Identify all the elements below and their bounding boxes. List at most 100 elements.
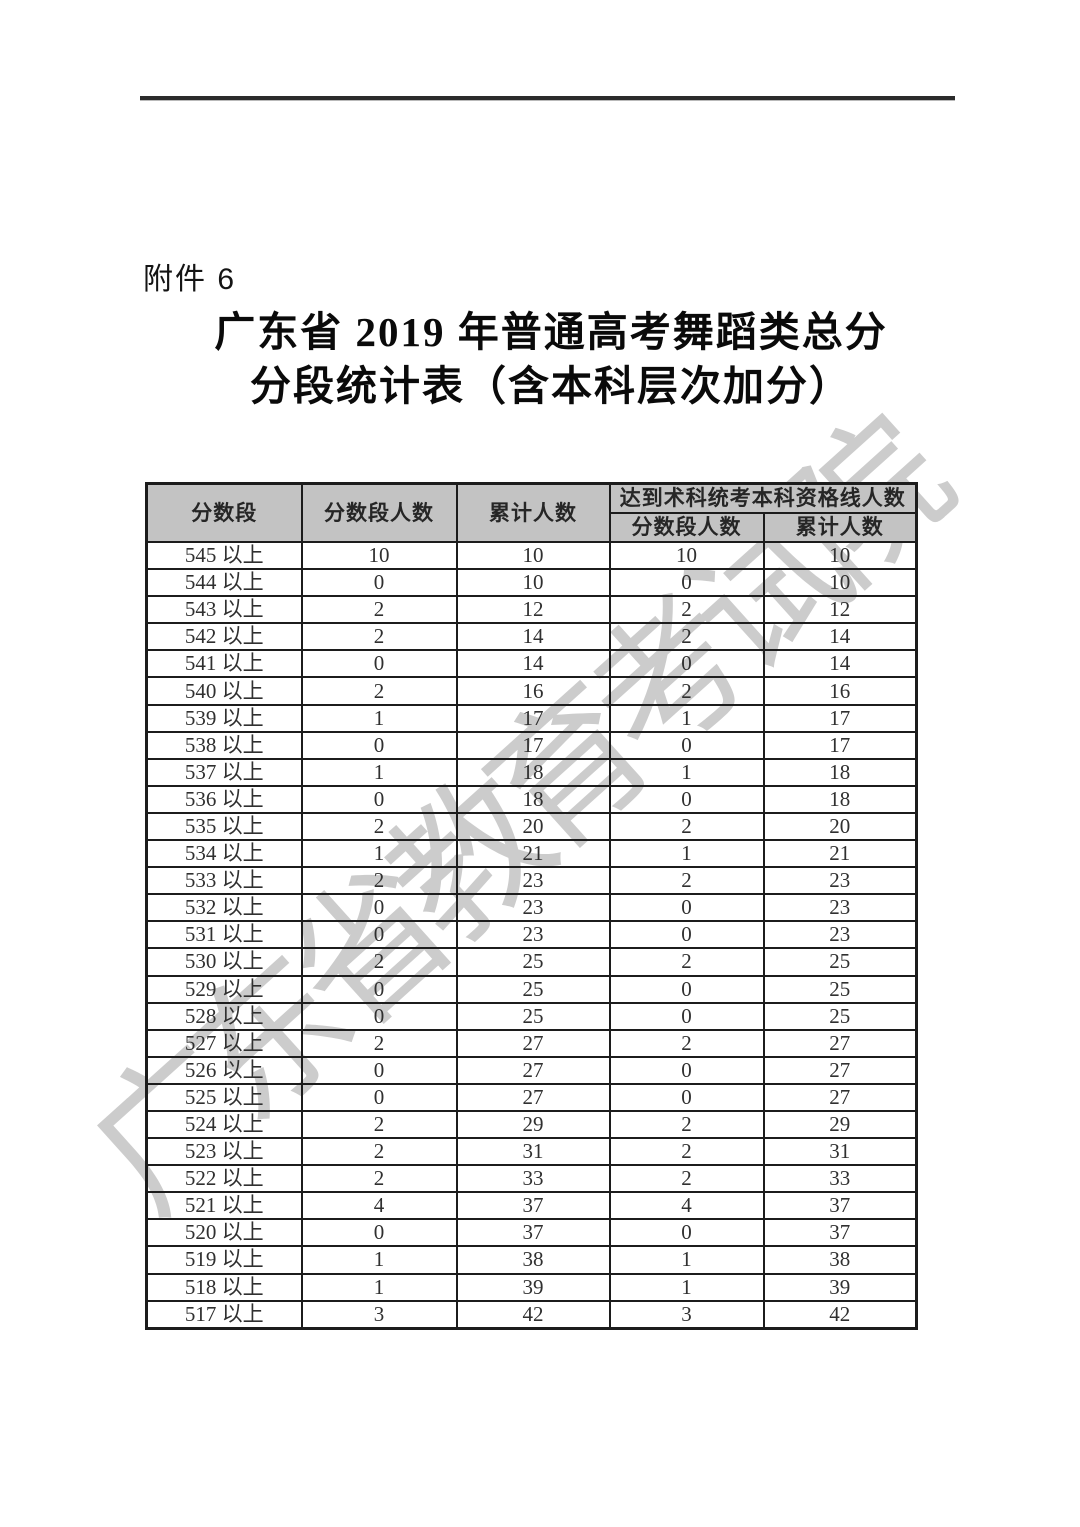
table-row: 542 以上 2 14 2 14 [145, 622, 918, 652]
header-qualified-segment-count: 分数段人数 [608, 512, 765, 543]
table-cell-count: 3 [300, 1299, 458, 1330]
table-cell-q_count: 0 [608, 784, 765, 814]
table-row: 525 以上 0 27 0 27 [145, 1082, 918, 1112]
table-row: 537 以上 1 18 1 18 [145, 757, 918, 787]
table-cell-q_count: 0 [608, 1001, 765, 1031]
table-cell-q_cum: 25 [762, 974, 918, 1004]
table-cell-count: 1 [300, 1245, 458, 1275]
table-cell-q_count: 2 [608, 1164, 765, 1194]
table-row: 534 以上 1 21 1 21 [145, 839, 918, 869]
table-cell-cum: 27 [455, 1028, 611, 1058]
table-row: 528 以上 0 25 0 25 [145, 1001, 918, 1031]
table-cell-range: 541 以上 [145, 649, 303, 679]
table-cell-count: 10 [300, 540, 458, 571]
table-cell-range: 544 以上 [145, 568, 303, 598]
table-cell-q_count: 2 [608, 622, 765, 652]
table-row: 531 以上 0 23 0 23 [145, 920, 918, 950]
score-table-header: 分数段 分数段人数 累计人数 达到术科统考本科资格线人数 分数段人数 累计人数 [145, 482, 918, 543]
table-cell-cum: 10 [455, 540, 611, 571]
table-cell-q_cum: 10 [762, 540, 918, 571]
table-cell-count: 0 [300, 1082, 458, 1112]
table-cell-q_cum: 18 [762, 757, 918, 787]
table-cell-q_cum: 18 [762, 784, 918, 814]
table-cell-q_count: 2 [608, 947, 765, 977]
table-cell-cum: 17 [455, 730, 611, 760]
table-cell-q_cum: 23 [762, 893, 918, 923]
table-cell-count: 2 [300, 866, 458, 896]
table-cell-count: 2 [300, 1164, 458, 1194]
table-cell-range: 525 以上 [145, 1082, 303, 1112]
table-cell-count: 0 [300, 920, 458, 950]
page-title: 广东省 2019 年普通高考舞蹈类总分 分段统计表（含本科层次加分） [145, 305, 957, 413]
table-cell-count: 2 [300, 676, 458, 706]
header-score-range: 分数段 [145, 482, 303, 543]
table-cell-q_count: 2 [608, 811, 765, 842]
table-cell-count: 2 [300, 1137, 458, 1167]
table-cell-cum: 20 [455, 811, 611, 842]
table-cell-q_count: 2 [608, 1028, 765, 1058]
table-cell-range: 538 以上 [145, 730, 303, 760]
table-cell-q_cum: 17 [762, 703, 918, 733]
table-row: 527 以上 2 27 2 27 [145, 1028, 918, 1058]
score-table: 分数段 分数段人数 累计人数 达到术科统考本科资格线人数 分数段人数 累计人数 … [145, 482, 918, 1330]
table-cell-range: 527 以上 [145, 1028, 303, 1058]
table-cell-cum: 42 [455, 1299, 611, 1330]
table-cell-q_count: 0 [608, 893, 765, 923]
table-cell-count: 0 [300, 1055, 458, 1085]
table-cell-q_cum: 14 [762, 649, 918, 679]
table-cell-range: 536 以上 [145, 784, 303, 814]
table-cell-cum: 29 [455, 1109, 611, 1140]
table-cell-q_count: 2 [608, 676, 765, 706]
table-row: 520 以上 0 37 0 37 [145, 1218, 918, 1248]
table-cell-q_count: 1 [608, 1245, 765, 1275]
table-cell-count: 0 [300, 649, 458, 679]
table-cell-count: 1 [300, 1272, 458, 1302]
table-row: 524 以上 2 29 2 29 [145, 1109, 918, 1140]
table-cell-q_count: 3 [608, 1299, 765, 1330]
table-cell-cum: 23 [455, 893, 611, 923]
page-title-line2: 分段统计表（含本科层次加分） [250, 363, 852, 409]
table-cell-q_count: 0 [608, 568, 765, 598]
table-cell-cum: 37 [455, 1191, 611, 1221]
table-row: 536 以上 0 18 0 18 [145, 784, 918, 814]
table-cell-q_cum: 31 [762, 1137, 918, 1167]
table-row: 533 以上 2 23 2 23 [145, 866, 918, 896]
page-title-line1: 广东省 2019 年普通高考舞蹈类总分 [214, 309, 888, 355]
table-cell-q_count: 0 [608, 649, 765, 679]
score-table-body: 545 以上 10 10 10 10 544 以上 0 10 0 10 543 以上 2 12 2 12 54… [145, 540, 918, 1330]
table-cell-range: 543 以上 [145, 595, 303, 625]
table-cell-cum: 38 [455, 1245, 611, 1275]
table-row: 530 以上 2 25 2 25 [145, 947, 918, 977]
table-cell-count: 2 [300, 1028, 458, 1058]
table-cell-cum: 16 [455, 676, 611, 706]
table-cell-q_cum: 42 [762, 1299, 918, 1330]
header-qualified-cumulative: 累计人数 [762, 512, 918, 543]
table-cell-q_count: 2 [608, 595, 765, 625]
table-cell-count: 0 [300, 1001, 458, 1031]
table-cell-cum: 39 [455, 1272, 611, 1302]
table-cell-q_cum: 16 [762, 676, 918, 706]
table-cell-count: 0 [300, 784, 458, 814]
table-cell-q_count: 2 [608, 1109, 765, 1140]
table-cell-q_count: 4 [608, 1191, 765, 1221]
table-cell-range: 540 以上 [145, 676, 303, 706]
table-cell-q_cum: 29 [762, 1109, 918, 1140]
table-cell-q_count: 0 [608, 1218, 765, 1248]
table-cell-q_cum: 12 [762, 595, 918, 625]
table-cell-cum: 31 [455, 1137, 611, 1167]
table-cell-count: 0 [300, 893, 458, 923]
table-cell-count: 4 [300, 1191, 458, 1221]
table-cell-count: 1 [300, 703, 458, 733]
table-cell-cum: 25 [455, 1001, 611, 1031]
header-segment-count: 分数段人数 [300, 482, 458, 543]
table-cell-q_count: 2 [608, 866, 765, 896]
table-row: 518 以上 1 39 1 39 [145, 1272, 918, 1302]
table-cell-range: 520 以上 [145, 1218, 303, 1248]
table-row: 539 以上 1 17 1 17 [145, 703, 918, 733]
table-row: 545 以上 10 10 10 10 [145, 540, 918, 571]
table-cell-count: 1 [300, 757, 458, 787]
table-cell-cum: 14 [455, 622, 611, 652]
table-cell-range: 521 以上 [145, 1191, 303, 1221]
table-cell-cum: 23 [455, 866, 611, 896]
